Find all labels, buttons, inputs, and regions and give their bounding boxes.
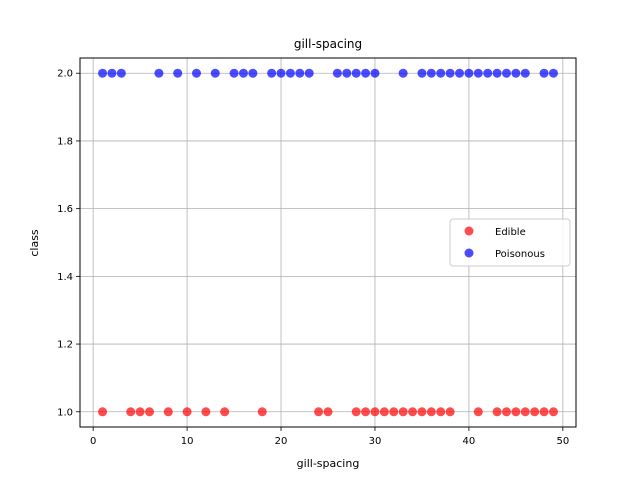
- point-poisonous: [342, 68, 352, 78]
- point-poisonous: [191, 68, 201, 78]
- x-tick-label: 10: [181, 436, 194, 447]
- point-poisonous: [483, 68, 493, 78]
- point-edible: [520, 407, 530, 417]
- x-tick-label: 50: [556, 436, 569, 447]
- point-edible: [314, 407, 324, 417]
- point-edible: [445, 407, 455, 417]
- point-edible: [361, 407, 371, 417]
- point-edible: [135, 407, 145, 417]
- point-poisonous: [520, 68, 530, 78]
- legend: Edible Poisonous: [449, 218, 571, 267]
- point-poisonous: [116, 68, 126, 78]
- chart-title: gill-spacing: [294, 37, 362, 51]
- point-poisonous: [464, 68, 474, 78]
- point-edible: [511, 407, 521, 417]
- y-tick-label: 1.8: [57, 136, 73, 147]
- x-tick-label: 0: [90, 436, 96, 447]
- point-edible: [351, 407, 361, 417]
- point-poisonous: [445, 68, 455, 78]
- point-edible: [182, 407, 192, 417]
- point-edible: [145, 407, 155, 417]
- point-poisonous: [332, 68, 342, 78]
- point-poisonous: [238, 68, 248, 78]
- point-edible: [473, 407, 483, 417]
- point-poisonous: [539, 68, 549, 78]
- y-tick-label: 1.6: [57, 204, 73, 215]
- y-axis-ticks: 1.0 1.2 1.4 1.6 1.8 2.0: [57, 69, 80, 418]
- point-poisonous: [98, 68, 108, 78]
- legend-label-poisonous: Poisonous: [495, 249, 545, 260]
- legend-marker-poisonous: [464, 248, 474, 258]
- point-poisonous: [295, 68, 305, 78]
- point-edible: [201, 407, 211, 417]
- point-poisonous: [473, 68, 483, 78]
- point-poisonous: [370, 68, 380, 78]
- point-poisonous: [229, 68, 239, 78]
- y-tick-label: 1.2: [57, 340, 73, 351]
- point-poisonous: [436, 68, 446, 78]
- x-axis-ticks: 0 10 20 30 40 50: [90, 427, 569, 447]
- point-poisonous: [511, 68, 521, 78]
- point-edible: [539, 407, 549, 417]
- point-poisonous: [267, 68, 277, 78]
- x-tick-label: 40: [463, 436, 476, 447]
- point-edible: [398, 407, 408, 417]
- point-poisonous: [248, 68, 258, 78]
- point-poisonous: [210, 68, 220, 78]
- legend-marker-edible: [464, 226, 474, 236]
- point-edible: [492, 407, 502, 417]
- point-edible: [530, 407, 540, 417]
- point-edible: [257, 407, 267, 417]
- point-edible: [501, 407, 511, 417]
- x-tick-label: 20: [275, 436, 288, 447]
- point-edible: [417, 407, 427, 417]
- point-poisonous: [276, 68, 286, 78]
- point-edible: [408, 407, 418, 417]
- point-poisonous: [548, 68, 558, 78]
- point-edible: [220, 407, 230, 417]
- y-tick-label: 2.0: [57, 69, 73, 80]
- point-edible: [370, 407, 380, 417]
- plot-frame: [79, 57, 577, 428]
- point-poisonous: [154, 68, 164, 78]
- grid-lines: [80, 58, 576, 427]
- point-poisonous: [285, 68, 295, 78]
- legend-label-edible: Edible: [495, 227, 526, 238]
- y-tick-label: 1.4: [57, 272, 73, 283]
- point-poisonous: [304, 68, 314, 78]
- point-edible: [379, 407, 389, 417]
- point-poisonous: [398, 68, 408, 78]
- point-poisonous: [501, 68, 511, 78]
- point-edible: [126, 407, 136, 417]
- point-poisonous: [173, 68, 183, 78]
- point-edible: [323, 407, 333, 417]
- point-poisonous: [417, 68, 427, 78]
- y-axis-label: class: [28, 229, 41, 257]
- x-axis-label: gill-spacing: [297, 457, 360, 470]
- point-poisonous: [351, 68, 361, 78]
- point-edible: [163, 407, 173, 417]
- x-tick-label: 30: [369, 436, 382, 447]
- point-edible: [98, 407, 108, 417]
- point-poisonous: [107, 68, 117, 78]
- point-edible: [436, 407, 446, 417]
- point-poisonous: [455, 68, 465, 78]
- legend-box: [449, 218, 571, 267]
- point-poisonous: [426, 68, 436, 78]
- y-tick-label: 1.0: [57, 407, 73, 418]
- point-edible: [548, 407, 558, 417]
- point-poisonous: [492, 68, 502, 78]
- point-edible: [389, 407, 399, 417]
- data-points: [98, 68, 558, 417]
- point-edible: [426, 407, 436, 417]
- point-poisonous: [361, 68, 371, 78]
